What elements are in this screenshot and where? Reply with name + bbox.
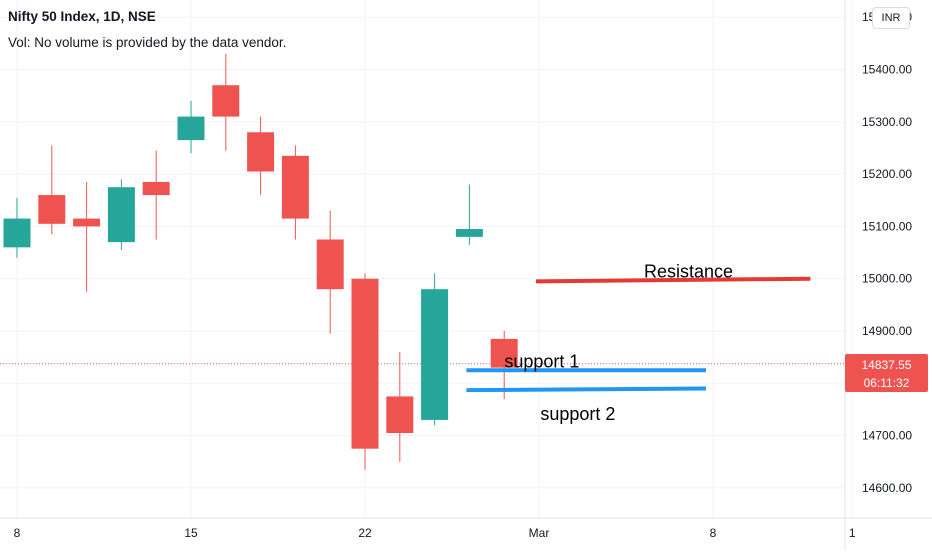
currency-button[interactable]: INR: [872, 7, 910, 29]
candle-body: [351, 278, 379, 449]
date-tick-label: 22: [358, 526, 372, 540]
price-tick-label: 14700.00: [862, 429, 912, 443]
bar-countdown: 06:11:32: [863, 376, 910, 390]
price-tick-label: 14600.00: [862, 481, 912, 495]
date-tick-label: Mar: [529, 526, 550, 540]
last-price-badge: 14837.55 06:11:32: [845, 354, 928, 392]
support-2-line: [466, 386, 707, 393]
support-1-label: support 1: [504, 351, 579, 371]
candle-body: [177, 116, 205, 141]
date-tick-label: 8: [710, 526, 717, 540]
candle-body: [107, 187, 135, 243]
candle-body: [73, 218, 101, 227]
date-tick-label: 1: [849, 526, 856, 540]
support-2-label: support 2: [540, 404, 615, 424]
date-tick-label: 15: [184, 526, 198, 540]
price-tick-label: 15400.00: [862, 63, 912, 77]
volume-note: Vol: No volume is provided by the data v…: [8, 35, 287, 50]
date-tick-label: 8: [14, 526, 21, 540]
resistance-label: Resistance: [644, 261, 733, 281]
last-price-value: 14837.55: [861, 358, 912, 372]
candle-body: [490, 338, 518, 368]
price-tick-label: 15000.00: [862, 272, 912, 286]
candle-body: [142, 181, 170, 196]
candle-body: [3, 218, 31, 248]
resistance-line: [535, 276, 811, 284]
price-tick-label: 14900.00: [862, 324, 912, 338]
candle-body: [316, 239, 344, 290]
price-tick-label: 15100.00: [862, 219, 912, 233]
price-tick-label: 15300.00: [862, 115, 912, 129]
candle-body: [386, 396, 414, 434]
candle-body: [212, 85, 240, 117]
candle-body: [421, 289, 449, 420]
candle-body: [247, 132, 275, 172]
candle-body: [455, 229, 483, 237]
candle-body: [281, 155, 309, 219]
symbol-title[interactable]: Nifty 50 Index, 1D, NSE: [8, 9, 156, 24]
candle-body: [38, 195, 66, 224]
price-tick-label: 15200.00: [862, 167, 912, 181]
